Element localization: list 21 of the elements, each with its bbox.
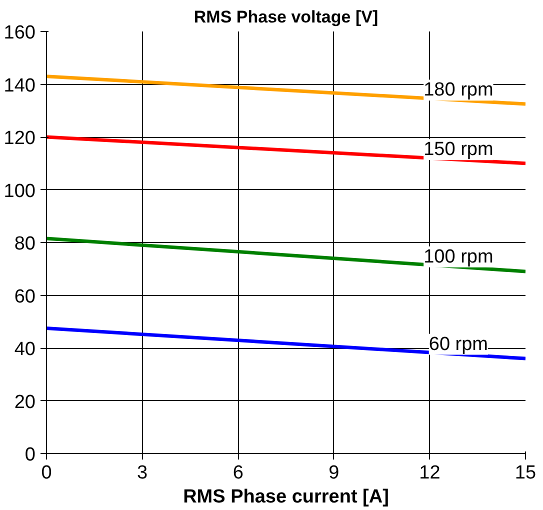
y-tick-label: 20 xyxy=(14,392,36,413)
x-tick-label: 6 xyxy=(232,462,244,484)
y-tick-label: 160 xyxy=(4,22,36,44)
series-label: 60 rpm xyxy=(428,334,488,355)
y-tick-label: 100 xyxy=(4,180,36,202)
y-tick-label: 0 xyxy=(24,444,36,466)
series-label: 180 rpm xyxy=(424,80,494,101)
y-tick-label: 80 xyxy=(14,234,36,254)
x-tick-label: 9 xyxy=(328,462,340,484)
y-tick-label: 60 xyxy=(14,286,36,308)
x-tick-label: 15 xyxy=(514,462,536,484)
x-tick-label: 12 xyxy=(419,462,440,484)
x-tick-label: 3 xyxy=(137,462,148,484)
x-tick-label: 0 xyxy=(41,462,52,484)
y-tick-label: 40 xyxy=(14,339,36,360)
x-axis-title: RMS Phase current [A] xyxy=(183,486,389,508)
y-tick-label: 120 xyxy=(4,128,36,149)
chart-title: RMS Phase voltage [V] xyxy=(194,8,378,26)
series-label: 150 rpm xyxy=(424,139,494,160)
y-tick-label: 140 xyxy=(4,75,36,96)
series-label: 100 rpm xyxy=(424,246,494,268)
